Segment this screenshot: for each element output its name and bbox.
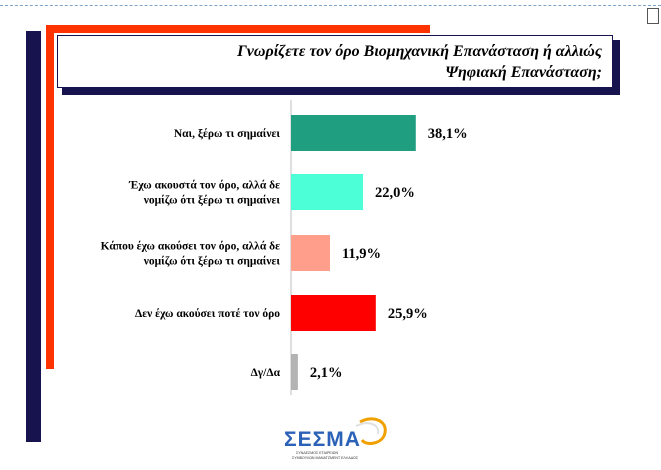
value-label-4: 2,1% <box>310 365 343 381</box>
logo-subtitle-1: ΣΥΝΔΕΣΜΟΣ ΕΤΑΙΡΕΙΩΝ <box>296 451 338 455</box>
navy-decor-bar <box>26 31 41 442</box>
category-label-1-line-0: Έχω ακουστά τον όρο, αλλά δε <box>128 179 280 192</box>
category-label-3: Δεν έχω ακούσει ποτέ τον όρο <box>135 307 280 320</box>
red-decor-top <box>46 25 430 33</box>
chart-title: Γνωρίζετε τον όρο Βιομηχανική Επανάσταση… <box>237 42 602 81</box>
top-dashed-line <box>0 5 661 6</box>
logo-swoosh <box>359 417 387 445</box>
category-label-0: Ναι, ξέρω τι σημαίνει <box>174 127 281 140</box>
title-box: Γνωρίζετε τον όρο Βιομηχανική Επανάσταση… <box>57 35 613 88</box>
category-label-3-line-0: Δεν έχω ακούσει ποτέ τον όρο <box>135 307 280 320</box>
bar-1 <box>291 174 364 210</box>
bar-0 <box>291 115 416 151</box>
logo-subtitle-2: ΣΥΜΒΟΥΛΩΝ ΜΑΝΑΤΖΜΕΝΤ ΕΛΛΑΔΟΣ <box>292 456 359 460</box>
category-label-0-line-0: Ναι, ξέρω τι σημαίνει <box>174 127 281 140</box>
sesma-logo: ΣΕΣΜΑ ΣΥΝΔΕΣΜΟΣ ΕΤΑΙΡΕΙΩΝ ΣΥΜΒΟΥΛΩΝ ΜΑΝΑ… <box>282 412 402 464</box>
value-label-2: 11,9% <box>342 246 381 262</box>
category-label-2: Κάπου έχω ακούσει τον όρο, αλλά δε νομίζω… <box>101 240 281 268</box>
logo-text: ΣΕΣΜΑ <box>284 428 361 451</box>
bar-3 <box>291 295 376 331</box>
value-label-1: 22,0% <box>375 185 415 201</box>
category-label-1-line-1: νομίζω ότι ξέρω τι σημαίνει <box>143 194 281 207</box>
category-label-4: Δγ/Δα <box>251 367 281 379</box>
category-label-2-line-0: Κάπου έχω ακούσει τον όρο, αλλά δε <box>101 240 280 253</box>
value-label-3: 25,9% <box>388 306 428 322</box>
red-decor-bar <box>46 25 54 369</box>
category-label-4-line-0: Δγ/Δα <box>251 367 281 379</box>
bar-2 <box>291 235 330 271</box>
category-label-2-line-1: νομίζω ότι ξέρω τι σημαίνει <box>143 255 281 268</box>
category-label-1: Έχω ακουστά τον όρο, αλλά δε νομίζω ότι ξ… <box>128 179 280 207</box>
document-icon <box>647 8 659 24</box>
value-label-0: 38,1% <box>428 126 468 142</box>
bar-4 <box>291 354 298 390</box>
